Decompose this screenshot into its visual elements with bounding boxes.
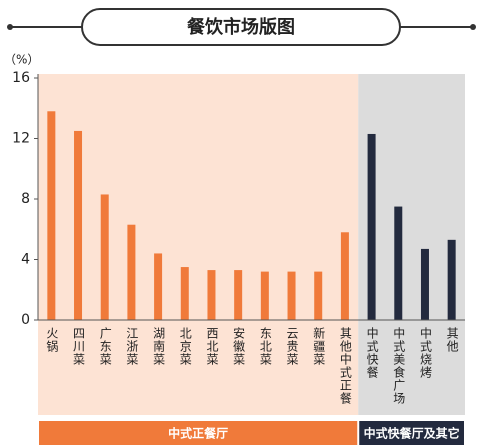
group-background — [358, 74, 465, 415]
y-tick-label: 0 — [21, 312, 30, 328]
bar — [394, 206, 403, 320]
bar — [100, 194, 109, 320]
x-tick-label: 江浙菜 — [125, 327, 139, 366]
group-label: 中式正餐厅 — [168, 426, 228, 441]
x-tick-label: 四川菜 — [72, 327, 86, 366]
x-tick-label: 其他中式正餐 — [338, 327, 352, 405]
x-tick-label: 中式烧烤 — [418, 326, 432, 379]
x-tick-label: 湖南菜 — [152, 326, 166, 366]
bar — [287, 271, 296, 320]
bar — [180, 267, 189, 320]
x-tick-label: 北京菜 — [178, 327, 192, 366]
group-label: 中式快餐厅及其它 — [364, 426, 460, 441]
y-tick-label: 12 — [12, 131, 30, 147]
chart-title: 餐饮市场版图 — [186, 16, 295, 38]
bar — [367, 133, 376, 320]
bar — [127, 224, 136, 320]
y-tick-label: 8 — [21, 191, 30, 207]
bar — [207, 270, 216, 320]
bar — [234, 270, 243, 320]
y-axis-label: （%） — [4, 53, 39, 67]
y-tick-label: 16 — [12, 70, 30, 86]
bar — [340, 232, 349, 320]
bar — [420, 248, 429, 320]
bar — [154, 253, 163, 320]
x-tick-label: 广东菜 — [98, 327, 112, 366]
bar — [447, 239, 456, 320]
x-tick-label: 安徽菜 — [232, 326, 246, 366]
title-rule-end — [470, 24, 476, 30]
bar — [47, 111, 56, 321]
group-label-bar — [39, 421, 358, 445]
bar — [260, 271, 269, 320]
x-tick-label: 云贵菜 — [285, 327, 299, 366]
y-tick-label: 4 — [21, 252, 30, 268]
x-tick-label: 西北菜 — [205, 327, 219, 366]
x-tick-label: 火锅 — [45, 327, 59, 353]
x-tick-label: 东北菜 — [258, 327, 272, 366]
x-tick-label: 中式快餐 — [365, 326, 379, 379]
title-rule-end — [7, 24, 13, 30]
title-pill — [81, 8, 401, 46]
x-tick-label: 中式美食广场 — [392, 326, 406, 405]
bar — [314, 271, 323, 320]
group-background — [38, 74, 359, 415]
x-tick-label: 其他 — [445, 327, 459, 353]
group-label-bar — [359, 421, 464, 445]
x-tick-label: 新疆菜 — [312, 326, 326, 366]
bar — [74, 130, 83, 320]
